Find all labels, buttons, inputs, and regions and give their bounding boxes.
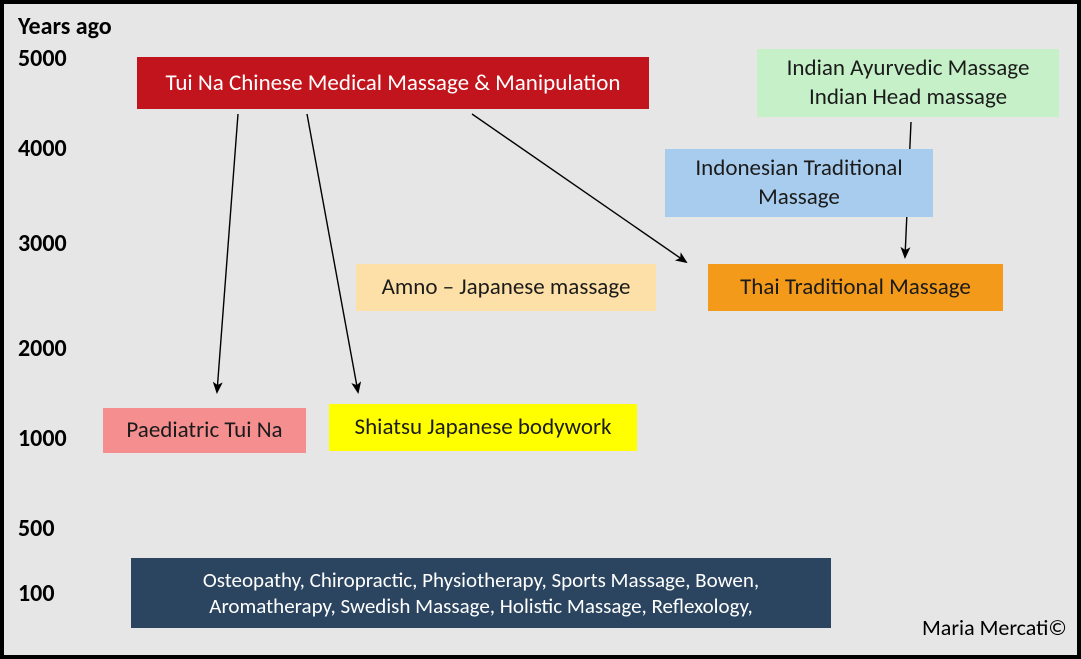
- y-tick-5000: 5000: [18, 44, 88, 73]
- node-paediatric: Paediatric Tui Na: [103, 408, 306, 453]
- node-ayurvedic: Indian Ayurvedic Massage Indian Head mas…: [757, 49, 1059, 117]
- node-indonesian: Indonesian Traditional Massage: [665, 149, 933, 217]
- y-axis-title: Years ago: [18, 12, 112, 41]
- edge-tuina-to-paediatric: [217, 114, 238, 392]
- y-tick-4000: 4000: [18, 134, 88, 163]
- credit-text: Maria Mercati©: [922, 614, 1067, 641]
- y-tick-1000: 1000: [18, 424, 88, 453]
- node-modern: Osteopathy, Chiropractic, Physiotherapy,…: [131, 558, 831, 628]
- edge-tuina-to-shiatsu: [307, 114, 358, 392]
- edge-tuina-to-thai-area: [472, 114, 686, 262]
- timeline-diagram: Years ago 5000 4000 3000 2000 1000 500 100 Tui…: [0, 0, 1081, 659]
- y-tick-2000: 2000: [18, 334, 88, 363]
- node-tuina: Tui Na Chinese Medical Massage & Manipul…: [137, 57, 649, 109]
- y-tick-100: 100: [18, 579, 88, 608]
- node-shiatsu: Shiatsu Japanese bodywork: [329, 404, 637, 451]
- y-tick-3000: 3000: [18, 229, 88, 258]
- node-amno: Amno – Japanese massage: [356, 264, 656, 311]
- y-tick-500: 500: [18, 514, 88, 543]
- node-thai: Thai Traditional Massage: [708, 264, 1003, 311]
